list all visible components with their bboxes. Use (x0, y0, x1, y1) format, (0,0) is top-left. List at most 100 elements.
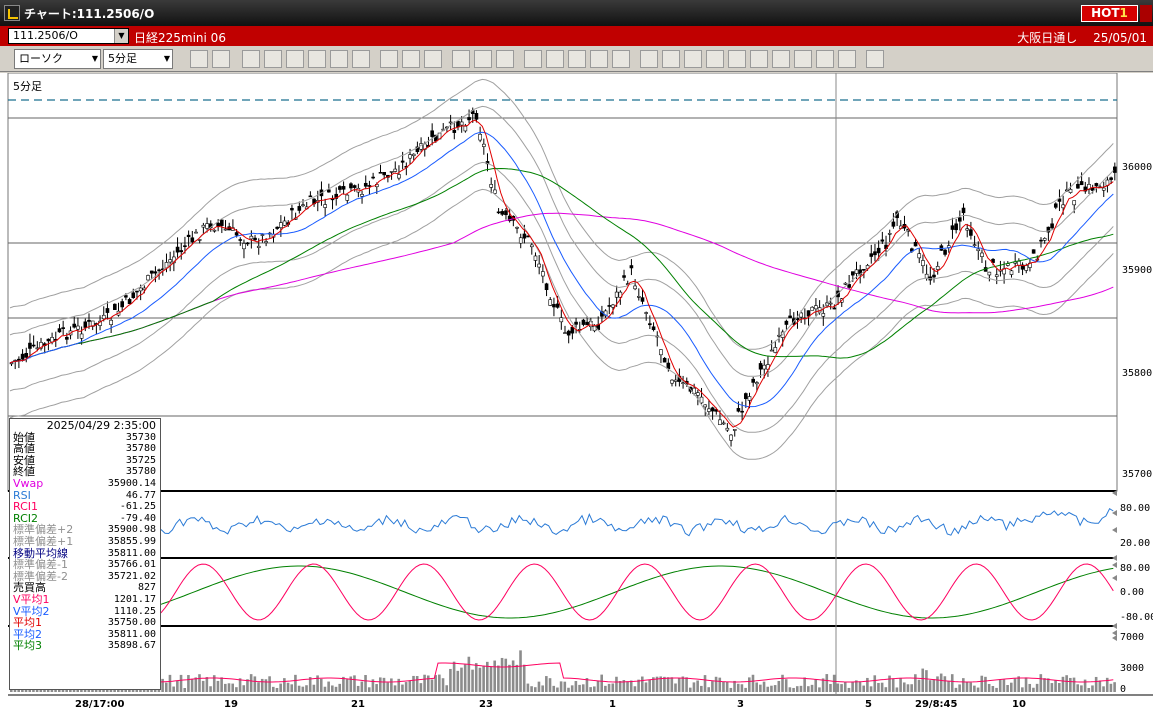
tools-icon[interactable] (474, 50, 492, 68)
candle-body (799, 312, 803, 318)
volume-bar (700, 685, 703, 692)
zoom-out-icon[interactable] (402, 50, 420, 68)
candle-body (559, 317, 564, 323)
volume-bar (253, 676, 257, 692)
ma-icon[interactable] (640, 50, 658, 68)
window-icon[interactable] (212, 50, 230, 68)
volume-bar (722, 681, 725, 692)
order-icon[interactable] (546, 50, 564, 68)
candle-body (168, 259, 172, 263)
volume-bar (401, 684, 404, 692)
buy-icon[interactable] (524, 50, 542, 68)
all-icon[interactable] (424, 50, 442, 68)
bb-icon[interactable] (684, 50, 702, 68)
candle-body (1009, 270, 1014, 275)
hot-button[interactable]: HOT1 (1081, 5, 1138, 22)
candle-body (411, 153, 416, 157)
candle-body (851, 271, 855, 276)
volume-bar (1069, 677, 1072, 692)
candle-body (1076, 183, 1080, 189)
mark-icon[interactable] (612, 50, 630, 68)
interval-value: 5分足 (108, 52, 137, 65)
frame-icon[interactable] (816, 50, 834, 68)
volume-bar (744, 687, 747, 692)
candle-body (245, 242, 250, 245)
candle-body (90, 320, 95, 327)
candle-body (76, 325, 80, 330)
pencil-icon[interactable] (242, 50, 260, 68)
log-icon[interactable] (838, 50, 856, 68)
cross-icon[interactable] (590, 50, 608, 68)
x-axis-label: 10 (1012, 699, 1026, 710)
volume-bar (1035, 683, 1039, 692)
rci-axis-label: -80.00 (1120, 612, 1153, 623)
candle-body (220, 219, 224, 226)
zoom-in-icon[interactable] (380, 50, 398, 68)
chevron-down-icon[interactable]: ▼ (114, 29, 128, 43)
pvt-icon[interactable] (794, 50, 812, 68)
price-chart[interactable] (0, 73, 1153, 715)
draw-icon[interactable] (264, 50, 282, 68)
volume-bar (238, 678, 242, 692)
candle-body (179, 250, 184, 253)
volume-bar (176, 680, 179, 692)
sar-icon[interactable] (772, 50, 790, 68)
candle-body (574, 321, 578, 325)
candle-body (777, 334, 781, 337)
volume-bar (1057, 683, 1061, 692)
memo-icon[interactable] (330, 50, 348, 68)
volume-bar (991, 685, 995, 692)
candle-body (17, 358, 21, 361)
volume-bar (308, 677, 312, 692)
volume-bar (161, 678, 164, 692)
candle-body (131, 292, 136, 299)
candle-body (352, 185, 357, 188)
select-icon[interactable] (286, 50, 304, 68)
symbol-select[interactable]: 111.2506/O ▼ (8, 28, 129, 44)
hl-icon[interactable] (728, 50, 746, 68)
search-icon[interactable] (190, 50, 208, 68)
mre-icon[interactable] (706, 50, 724, 68)
x-axis-label: 29/8:45 (915, 699, 958, 710)
chart-type-select[interactable]: ローソク ▼ (14, 49, 101, 69)
info-label: RCI1 (13, 500, 39, 514)
volume-bar (995, 687, 998, 692)
volume-bar (906, 684, 910, 692)
volume-bar (530, 686, 533, 692)
candle-body (563, 332, 567, 334)
mr-icon[interactable] (662, 50, 680, 68)
title-bar[interactable]: チャート:111.2506/O HOT1 (0, 0, 1153, 26)
atr-icon[interactable] (750, 50, 768, 68)
volume-bar (766, 686, 770, 692)
volume-bar (563, 681, 567, 692)
volume-bar (781, 674, 784, 692)
volume-bar (371, 679, 375, 692)
export-icon[interactable] (866, 50, 884, 68)
settings-icon[interactable] (452, 50, 470, 68)
volume-bar (976, 687, 980, 692)
candle-body (135, 290, 139, 293)
interval-select[interactable]: 5分足 ▼ (103, 49, 173, 69)
candle-body (275, 226, 279, 229)
chart-area[interactable]: 5分足 36000 35900 35800 35700 80.00 20.00 … (0, 73, 1153, 715)
volume-bar (209, 686, 212, 692)
title-strip-icon[interactable] (1140, 5, 1152, 22)
candle-body (120, 301, 124, 308)
info-value: 35855.99 (107, 535, 156, 547)
volume-bar (928, 680, 932, 692)
volume-bar (338, 683, 342, 692)
volume-bar (855, 680, 858, 692)
candle-body (548, 299, 553, 306)
info-row: 標準偏差-1 35766.01 (10, 559, 160, 571)
candle-body (644, 312, 648, 314)
volume-bar (1113, 682, 1116, 692)
trash-icon[interactable] (352, 50, 370, 68)
volume-bar (1109, 683, 1113, 692)
line-icon[interactable] (308, 50, 326, 68)
candle-body (681, 382, 685, 385)
volume-bar (611, 683, 615, 692)
color-icon[interactable] (496, 50, 514, 68)
chart-icon[interactable] (568, 50, 586, 68)
volume-bar (932, 679, 936, 692)
info-label: 高値 (13, 442, 35, 456)
